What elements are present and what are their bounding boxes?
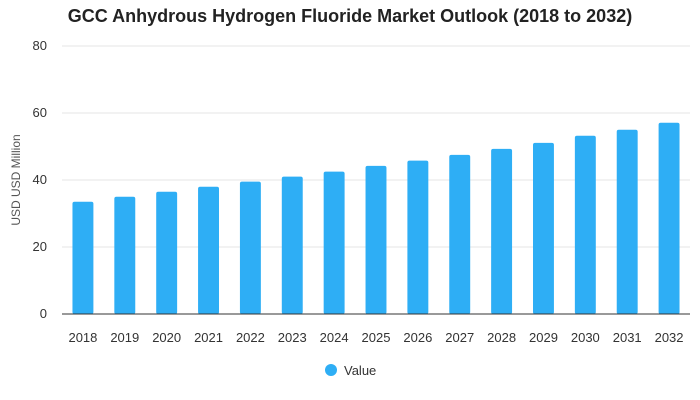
x-tick-label: 2030 [571,330,600,345]
y-tick-label: 80 [33,38,47,53]
x-axis-ticks: 2018 2019 2020 2021 2022 2023 2024 2025 2026 2027… [68,330,683,345]
bar-2020[interactable] [156,191,178,314]
y-tick-label: 40 [33,172,47,187]
x-tick-label: 2022 [236,330,265,345]
bar-2029[interactable] [533,142,554,314]
bar-2026[interactable] [407,160,429,314]
bar-2022[interactable] [239,181,261,314]
x-tick-label: 2027 [445,330,474,345]
legend-label-value: Value [344,363,376,378]
x-tick-label: 2029 [529,330,558,345]
bar-2019[interactable] [114,196,136,314]
bar-2023[interactable] [281,176,303,314]
bar-2027[interactable] [449,154,471,314]
x-tick-label: 2023 [278,330,307,345]
bar-2021[interactable] [198,186,219,314]
x-tick-label: 2020 [152,330,181,345]
y-axis-title: USD USD Million [9,134,23,225]
legend-swatch-value [325,364,337,376]
x-tick-label: 2032 [655,330,684,345]
x-tick-label: 2028 [487,330,516,345]
bar-2025[interactable] [365,165,387,314]
bar-2030[interactable] [574,135,596,314]
y-axis-ticks: 0 20 40 60 80 [33,38,47,321]
legend[interactable]: Value [325,363,376,378]
bar-2024[interactable] [323,171,345,314]
y-tick-label: 20 [33,239,47,254]
x-tick-label: 2018 [68,330,97,345]
y-tick-label: 0 [40,306,47,321]
chart-title: GCC Anhydrous Hydrogen Fluoride Market O… [67,6,633,26]
y-tick-label: 60 [33,105,47,120]
x-tick-label: 2026 [403,330,432,345]
x-tick-label: 2024 [320,330,349,345]
bar-2028[interactable] [491,148,513,314]
x-tick-label: 2025 [362,330,391,345]
bars [72,122,680,314]
bar-2031[interactable] [616,129,638,314]
x-tick-label: 2021 [194,330,223,345]
x-tick-label: 2019 [110,330,139,345]
bar-2032[interactable] [658,122,680,314]
bar-2018[interactable] [72,201,94,314]
x-tick-label: 2031 [613,330,642,345]
